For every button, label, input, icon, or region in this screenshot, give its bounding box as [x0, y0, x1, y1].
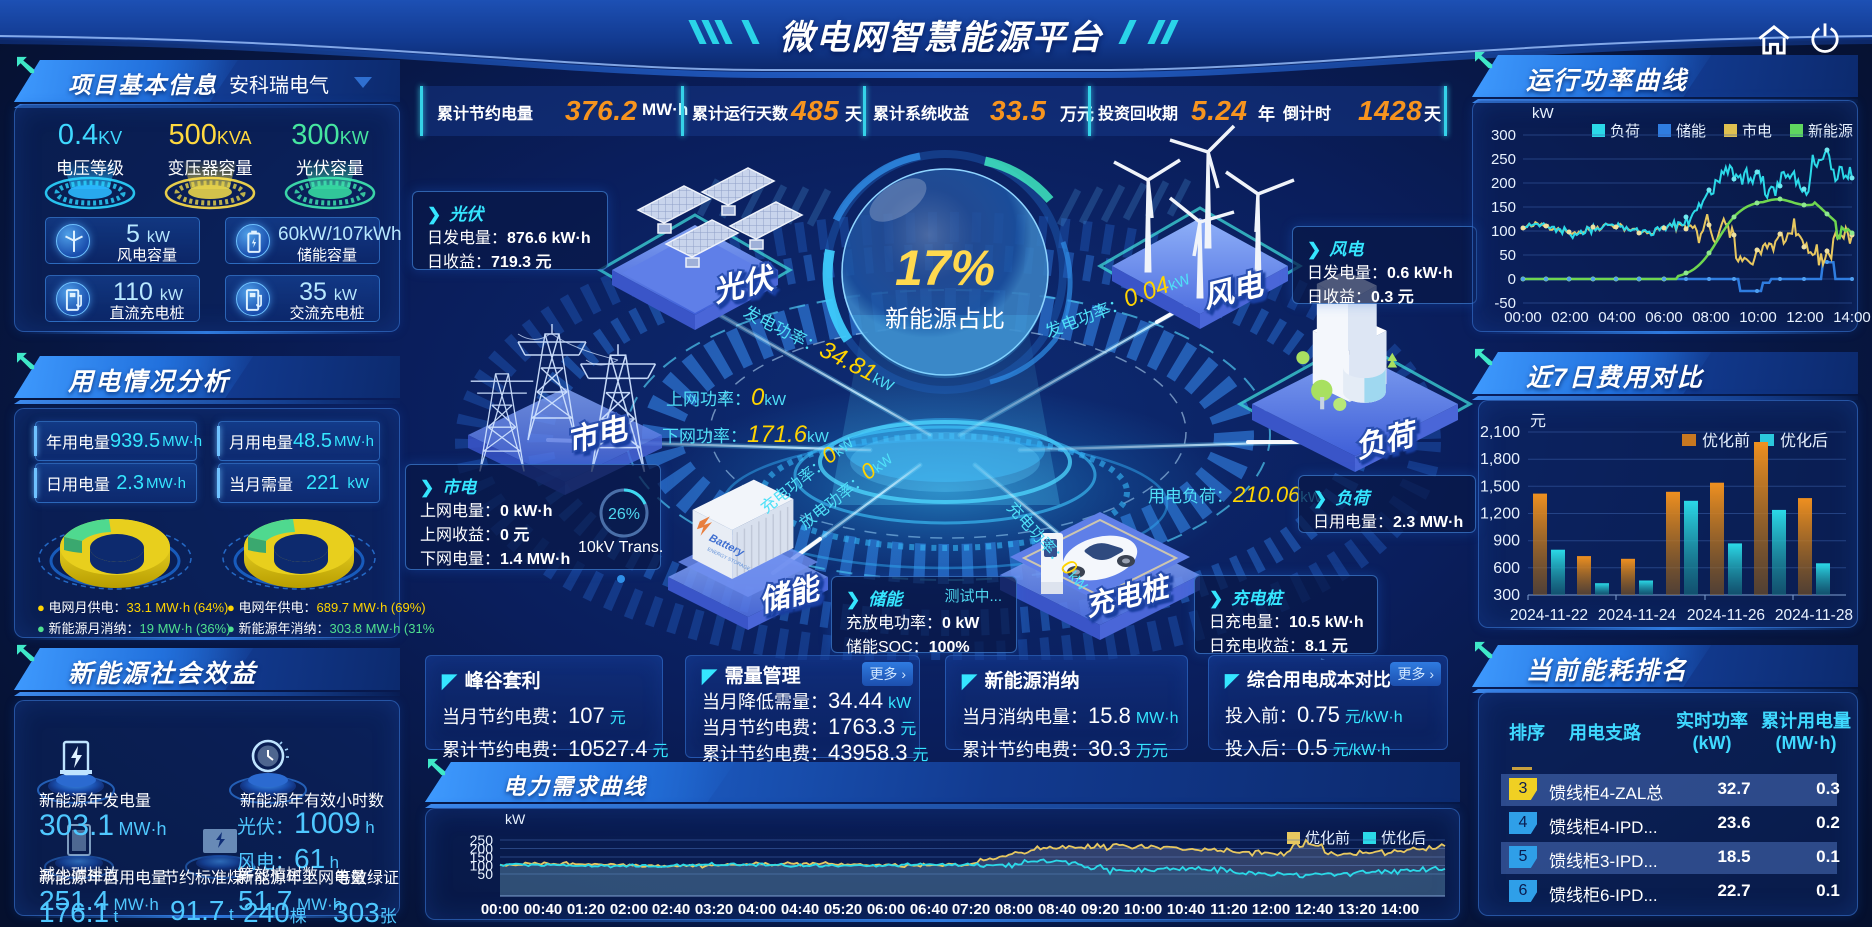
svg-text:优化前: 优化前: [1305, 830, 1350, 847]
svg-text:100: 100: [470, 858, 494, 874]
svg-text:kW: kW: [1532, 105, 1555, 122]
svg-text:250: 250: [1491, 151, 1516, 168]
svg-text:06:40: 06:40: [910, 901, 948, 918]
svg-text:市电: 市电: [1742, 123, 1772, 140]
svg-text:优化后: 优化后: [1780, 432, 1828, 450]
svg-text:14:00: 14:00: [1381, 901, 1419, 918]
svg-text:新能源: 新能源: [1808, 123, 1853, 140]
svg-text:0: 0: [1508, 271, 1516, 288]
svg-text:2,100: 2,100: [1480, 424, 1520, 441]
svg-text:150: 150: [1491, 199, 1516, 216]
svg-text:05:20: 05:20: [824, 901, 862, 918]
svg-text:12:00: 12:00: [1786, 309, 1824, 326]
svg-text:04:00: 04:00: [1598, 309, 1636, 326]
svg-text:13:20: 13:20: [1338, 901, 1376, 918]
svg-text:12:40: 12:40: [1295, 901, 1333, 918]
svg-text:用电负荷：210.06kW: 用电负荷：210.06kW: [1148, 482, 1323, 507]
svg-text:07:20: 07:20: [952, 901, 990, 918]
svg-text:2024-11-22: 2024-11-22: [1510, 607, 1588, 624]
svg-text:300: 300: [1493, 587, 1520, 604]
svg-text:-50: -50: [1494, 295, 1516, 312]
svg-text:新能源占比: 新能源占比: [885, 306, 1005, 333]
svg-text:02:40: 02:40: [652, 901, 690, 918]
svg-text:08:40: 08:40: [1038, 901, 1076, 918]
svg-text:06:00: 06:00: [867, 901, 905, 918]
svg-text:100: 100: [1491, 223, 1516, 240]
svg-text:优化后: 优化后: [1381, 830, 1426, 847]
svg-text:02:00: 02:00: [1551, 309, 1589, 326]
svg-text:14:00: 14:00: [1833, 309, 1871, 326]
svg-text:1,500: 1,500: [1480, 478, 1520, 495]
svg-text:200: 200: [1491, 175, 1516, 192]
svg-text:储能: 储能: [1676, 123, 1706, 140]
svg-text:负荷: 负荷: [1610, 123, 1640, 140]
svg-text:00:00: 00:00: [481, 901, 519, 918]
svg-text:2024-11-26: 2024-11-26: [1687, 607, 1765, 624]
svg-text:12:00: 12:00: [1252, 901, 1290, 918]
svg-text:300: 300: [1491, 127, 1516, 144]
svg-text:1,200: 1,200: [1480, 506, 1520, 523]
svg-text:150: 150: [470, 849, 494, 865]
svg-text:09:20: 09:20: [1081, 901, 1119, 918]
svg-text:01:20: 01:20: [567, 901, 605, 918]
svg-text:08:00: 08:00: [995, 901, 1033, 918]
svg-text:17%: 17%: [895, 240, 995, 296]
svg-text:08:00: 08:00: [1692, 309, 1730, 326]
svg-text:11:20: 11:20: [1210, 901, 1248, 918]
svg-text:200: 200: [470, 841, 494, 857]
svg-text:10:40: 10:40: [1167, 901, 1205, 918]
svg-text:06:00: 06:00: [1645, 309, 1683, 326]
svg-text:04:00: 04:00: [738, 901, 776, 918]
svg-text:02:00: 02:00: [610, 901, 648, 918]
svg-text:50: 50: [477, 866, 493, 882]
svg-text:优化前: 优化前: [1702, 432, 1750, 450]
svg-text:2024-11-28: 2024-11-28: [1775, 607, 1853, 624]
svg-text:元: 元: [1530, 413, 1546, 430]
svg-text:00:40: 00:40: [524, 901, 562, 918]
svg-text:2024-11-24: 2024-11-24: [1598, 607, 1677, 624]
svg-text:1,800: 1,800: [1480, 451, 1520, 468]
svg-text:250: 250: [470, 832, 494, 848]
svg-text:04:40: 04:40: [781, 901, 819, 918]
svg-text:00:00: 00:00: [1504, 309, 1542, 326]
svg-text:900: 900: [1493, 533, 1520, 550]
svg-text:10:00: 10:00: [1124, 901, 1162, 918]
svg-text:26%: 26%: [608, 506, 640, 523]
svg-text:10:00: 10:00: [1739, 309, 1777, 326]
svg-text:kW: kW: [505, 811, 526, 827]
svg-text:03:20: 03:20: [695, 901, 733, 918]
svg-text:50: 50: [1499, 247, 1516, 264]
svg-text:600: 600: [1493, 560, 1520, 577]
